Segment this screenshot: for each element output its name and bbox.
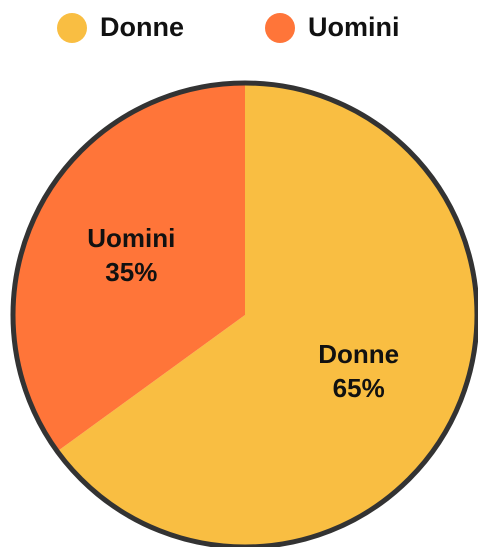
pie-border bbox=[10, 80, 478, 547]
legend-swatch bbox=[265, 13, 295, 43]
slice-value: 35% bbox=[105, 257, 157, 287]
slice-value: 65% bbox=[333, 373, 385, 403]
legend-label: Uomini bbox=[308, 12, 400, 42]
pie-slice bbox=[57, 83, 477, 547]
slice-category: Donne bbox=[318, 339, 399, 369]
pie-slice bbox=[13, 83, 246, 452]
legend-label: Donne bbox=[100, 12, 184, 42]
legend-swatch bbox=[57, 13, 87, 43]
slice-category: Uomini bbox=[87, 223, 175, 253]
